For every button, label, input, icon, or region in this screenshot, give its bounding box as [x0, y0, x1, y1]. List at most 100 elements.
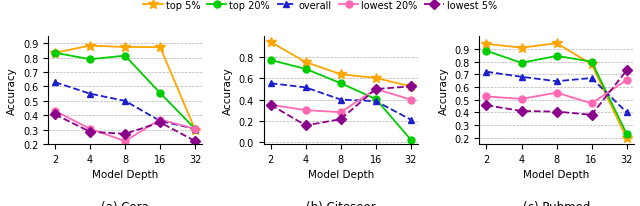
top 20%	[372, 98, 380, 101]
Line: overall: overall	[52, 79, 198, 133]
Line: top 20%: top 20%	[268, 57, 414, 143]
lowest 5%	[191, 140, 199, 143]
Text: (c) Pubmed: (c) Pubmed	[523, 200, 590, 206]
top 5%	[337, 74, 345, 76]
lowest 5%	[518, 110, 525, 113]
Line: lowest 20%: lowest 20%	[52, 108, 198, 145]
lowest 20%	[156, 119, 164, 121]
lowest 20%	[588, 103, 595, 105]
top 5%	[483, 43, 490, 46]
top 20%	[86, 59, 94, 61]
lowest 5%	[588, 114, 595, 116]
lowest 5%	[623, 70, 630, 72]
top 20%	[156, 92, 164, 95]
Line: lowest 5%: lowest 5%	[268, 83, 414, 129]
overall	[553, 81, 561, 83]
top 5%	[86, 45, 94, 48]
lowest 20%	[623, 79, 630, 82]
X-axis label: Model Depth: Model Depth	[524, 169, 589, 179]
top 5%	[121, 47, 129, 49]
top 20%	[483, 50, 490, 53]
overall	[191, 128, 199, 130]
Line: overall: overall	[483, 69, 630, 116]
lowest 20%	[86, 128, 94, 130]
Line: top 5%: top 5%	[482, 39, 632, 143]
lowest 5%	[156, 122, 164, 124]
top 5%	[191, 129, 199, 131]
lowest 5%	[372, 88, 380, 91]
overall	[267, 83, 275, 85]
lowest 5%	[121, 133, 129, 135]
overall	[302, 87, 310, 89]
lowest 20%	[483, 96, 490, 98]
lowest 5%	[337, 118, 345, 121]
lowest 20%	[302, 109, 310, 112]
Text: (b) Citeseer: (b) Citeseer	[306, 200, 376, 206]
overall	[51, 82, 59, 84]
lowest 20%	[337, 111, 345, 114]
Line: lowest 20%: lowest 20%	[268, 86, 414, 116]
lowest 20%	[121, 140, 129, 143]
top 5%	[407, 86, 415, 88]
lowest 20%	[518, 98, 525, 101]
Line: top 5%: top 5%	[50, 42, 200, 135]
Line: top 5%: top 5%	[266, 38, 416, 92]
overall	[483, 71, 490, 74]
top 20%	[588, 61, 595, 63]
top 5%	[372, 77, 380, 80]
top 5%	[51, 52, 59, 55]
top 20%	[302, 68, 310, 71]
top 20%	[407, 139, 415, 141]
overall	[588, 77, 595, 80]
lowest 5%	[51, 114, 59, 116]
lowest 5%	[553, 111, 561, 113]
top 5%	[302, 62, 310, 64]
lowest 5%	[267, 104, 275, 107]
Line: overall: overall	[268, 80, 414, 124]
top 5%	[267, 42, 275, 44]
overall	[372, 101, 380, 103]
top 20%	[51, 52, 59, 55]
overall	[407, 119, 415, 121]
lowest 5%	[483, 104, 490, 107]
top 20%	[191, 128, 199, 130]
lowest 20%	[191, 128, 199, 130]
lowest 20%	[267, 104, 275, 107]
X-axis label: Model Depth: Model Depth	[308, 169, 374, 179]
top 5%	[553, 43, 561, 45]
Line: lowest 5%: lowest 5%	[483, 68, 630, 119]
top 5%	[588, 64, 595, 66]
lowest 20%	[553, 92, 561, 94]
top 20%	[623, 133, 630, 135]
overall	[86, 93, 94, 95]
top 20%	[553, 55, 561, 58]
lowest 5%	[302, 125, 310, 127]
lowest 20%	[51, 110, 59, 113]
X-axis label: Model Depth: Model Depth	[92, 169, 158, 179]
Line: lowest 5%: lowest 5%	[52, 111, 198, 145]
lowest 20%	[407, 99, 415, 101]
lowest 5%	[86, 131, 94, 133]
top 20%	[267, 60, 275, 62]
lowest 20%	[372, 88, 380, 91]
Y-axis label: Accuracy: Accuracy	[439, 67, 449, 114]
Line: top 20%: top 20%	[483, 48, 630, 138]
Line: top 20%: top 20%	[52, 50, 198, 133]
Y-axis label: Accuracy: Accuracy	[7, 67, 17, 114]
top 5%	[156, 47, 164, 49]
Line: lowest 20%: lowest 20%	[483, 77, 630, 107]
overall	[623, 111, 630, 114]
overall	[337, 99, 345, 101]
Text: (a) Cora: (a) Cora	[101, 200, 149, 206]
Legend: top 5%, top 20%, overall, lowest 20%, lowest 5%: top 5%, top 20%, overall, lowest 20%, lo…	[143, 1, 497, 11]
overall	[518, 76, 525, 79]
lowest 5%	[407, 86, 415, 88]
Y-axis label: Accuracy: Accuracy	[223, 67, 233, 114]
overall	[156, 120, 164, 123]
overall	[121, 100, 129, 103]
top 5%	[623, 137, 630, 140]
top 20%	[337, 83, 345, 85]
top 20%	[121, 55, 129, 58]
top 5%	[518, 47, 525, 50]
top 20%	[518, 62, 525, 65]
